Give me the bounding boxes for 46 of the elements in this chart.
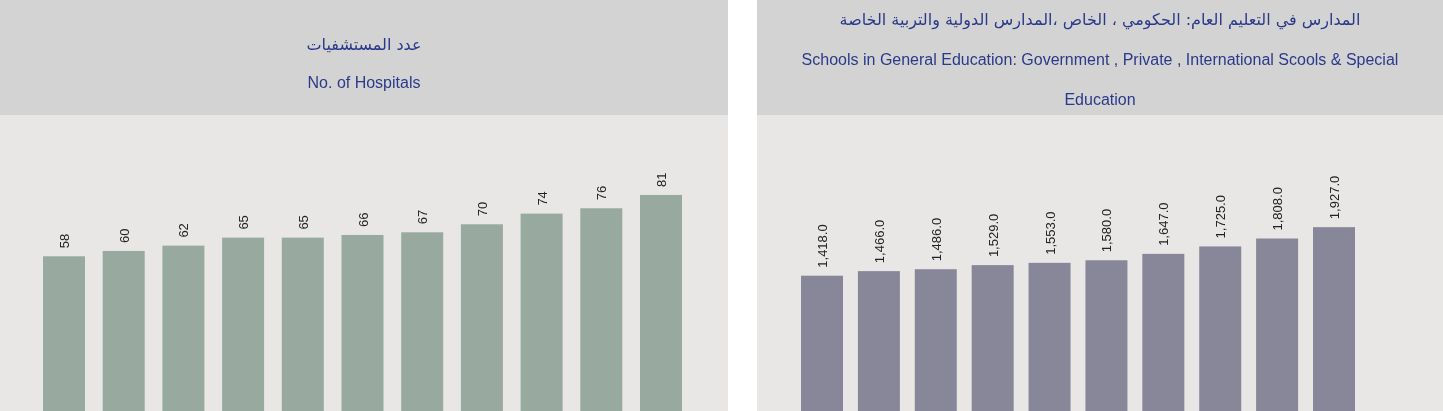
chart-title: المدارس في التعليم العام: الحكومي ، الخاص ،المدارس الدولية والتربية الخاصة (838, 9, 1362, 32)
data-label: 60 (116, 228, 132, 243)
data-label: 1,647.0 (1156, 202, 1172, 246)
data-label: 65 (295, 215, 311, 230)
bar (281, 237, 324, 411)
data-label: 70 (474, 201, 490, 217)
bar (914, 269, 957, 411)
bar (1256, 238, 1299, 411)
bar (580, 208, 623, 411)
data-label: 62 (176, 223, 192, 238)
data-label: 1,553.0 (1042, 211, 1058, 255)
data-label: 1,927.0 (1327, 175, 1342, 220)
chart-subtitle: No. of Hospitals (306, 73, 422, 93)
data-label: 76 (594, 185, 610, 201)
data-label: 67 (415, 209, 431, 225)
chart-title: عدد المستشفيات (305, 34, 423, 56)
data-label: 1,529.0 (985, 213, 1001, 258)
data-label: 81 (654, 172, 669, 187)
bar (857, 271, 900, 411)
data-label: 1,418.0 (815, 224, 830, 268)
bar (801, 275, 843, 411)
data-label: 58 (57, 233, 72, 249)
data-label: 1,466.0 (871, 219, 887, 264)
bar (1028, 262, 1071, 411)
bar (640, 194, 682, 411)
bar (222, 237, 265, 411)
bar (401, 232, 444, 411)
data-label: 1,725.0 (1213, 195, 1229, 239)
bar (341, 234, 384, 411)
data-label: 66 (355, 212, 371, 227)
data-label: 65 (236, 215, 252, 230)
bar (1085, 260, 1128, 411)
data-label: 1,808.0 (1270, 187, 1286, 231)
bar (1313, 227, 1355, 411)
bar (43, 256, 85, 411)
bar (162, 245, 205, 411)
bar (460, 224, 503, 411)
bar (1142, 253, 1185, 411)
bar (1199, 246, 1242, 411)
data-label: 1,486.0 (928, 217, 944, 262)
bar (102, 250, 145, 411)
text: Schools in General Education: Government , Private , International Scools & Special Education (801, 51, 1399, 108)
bar (520, 213, 563, 411)
bar (971, 265, 1014, 411)
data-label: 1,580.0 (1099, 208, 1115, 253)
data-label: 74 (534, 191, 550, 206)
